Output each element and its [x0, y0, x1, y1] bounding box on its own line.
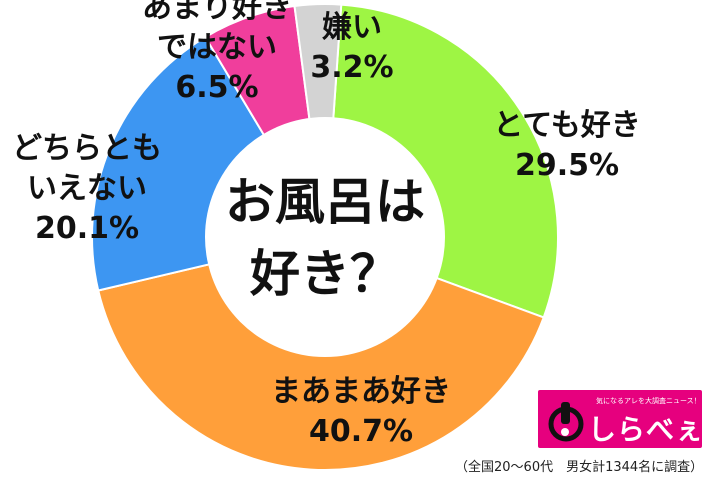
slice-label-2: どちらとも — [12, 131, 162, 166]
slice-label-3: あまり好き — [142, 0, 292, 25]
slice-label-1: まあまあ好き — [271, 374, 451, 409]
slice-label-0: とても好き — [493, 108, 641, 143]
logo-tagline: 気になるアレを大調査ニュース！ — [596, 397, 701, 405]
slice-value-3: 6.5% — [175, 70, 258, 105]
donut-hole — [205, 117, 445, 357]
survey-footnote: （全国20～60代 男女計1344名に調査） — [455, 460, 704, 475]
slice-label-4: 嫌い — [322, 10, 382, 45]
slice-label-2: いえない — [27, 171, 147, 206]
slice-value-2: 20.1% — [35, 211, 139, 246]
slice-label-3: ではない — [157, 30, 277, 65]
slice-value-0: 29.5% — [515, 148, 619, 183]
slice-value-1: 40.7% — [309, 414, 413, 449]
magnifier-icon — [548, 402, 584, 442]
brand-logo: 気になるアレを大調査ニュース！ しらべぇ — [538, 390, 702, 448]
logo-name: しらべぇ — [588, 413, 702, 446]
chart-title-line-2: 好き？ — [249, 245, 400, 303]
slice-value-4: 3.2% — [310, 50, 393, 85]
chart-title-line-1: お風呂は — [225, 173, 425, 231]
